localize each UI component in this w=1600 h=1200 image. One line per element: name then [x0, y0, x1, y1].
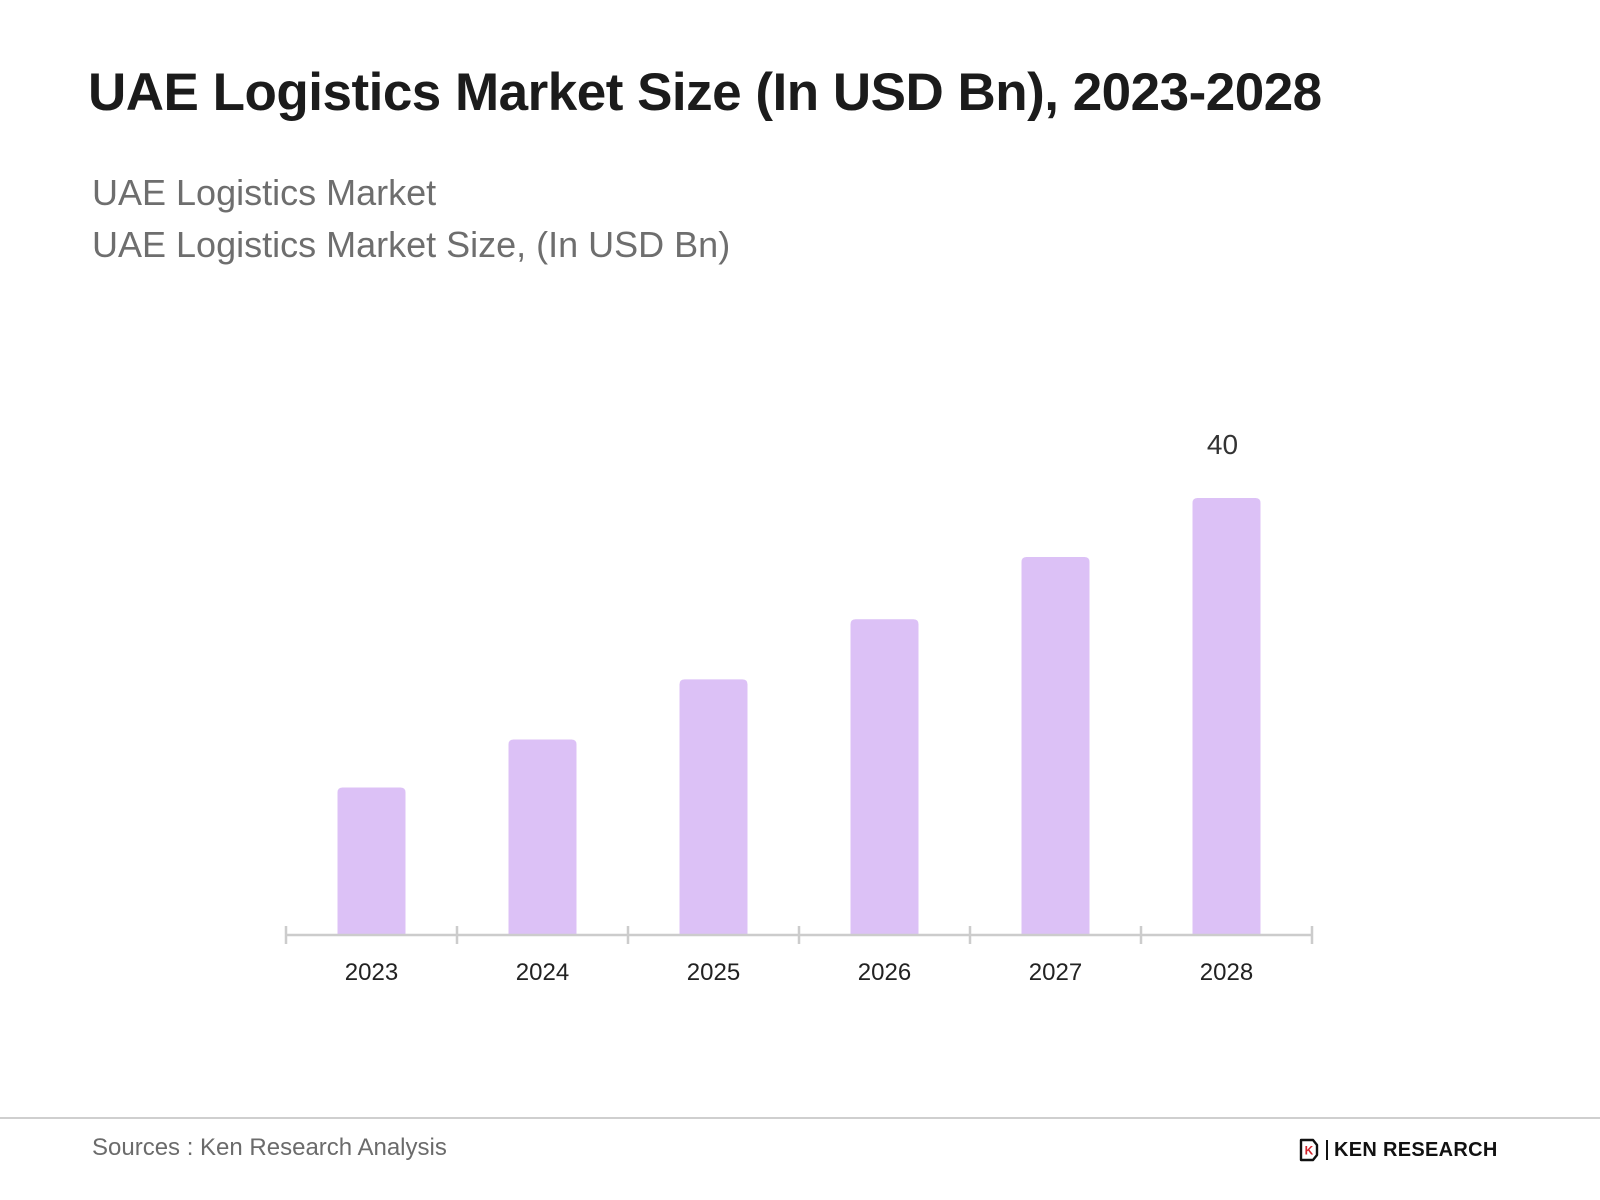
chart-subtitle-market: UAE Logistics Market: [92, 172, 437, 213]
chart-subtitle-unit: UAE Logistics Market Size, (In USD Bn): [92, 224, 731, 265]
svg-text:K: K: [1305, 1144, 1314, 1158]
ken-research-logo-icon: K: [1299, 1138, 1319, 1162]
data-label-2028: 40: [1207, 429, 1238, 460]
x-axis: [284, 926, 1314, 944]
footer-divider: [0, 1117, 1600, 1119]
bar-group: [337, 498, 1261, 935]
bar-2024: [508, 739, 577, 935]
bar-2026: [850, 619, 919, 935]
tick-label-2024: 2024: [516, 959, 569, 986]
tick-label-2026: 2026: [858, 959, 911, 986]
logo-text: KEN RESEARCH: [1334, 1138, 1498, 1161]
tick-label-2025: 2025: [687, 959, 740, 986]
source-note: Sources : Ken Research Analysis: [92, 1134, 447, 1161]
label-group: 2023 2024 2025 2026 2027 40 2028: [345, 429, 1253, 986]
chart-title: UAE Logistics Market Size (In USD Bn), 2…: [88, 63, 1322, 122]
bar-2025: [679, 679, 748, 935]
bar-2028: [1192, 498, 1261, 935]
ken-research-logo: K KEN RESEARCH: [1298, 1138, 1498, 1162]
bar-2023: [337, 787, 406, 935]
tick-label-2028: 2028: [1200, 959, 1253, 986]
tick-label-2027: 2027: [1029, 959, 1082, 986]
tick-label-2023: 2023: [345, 959, 398, 986]
bar-2027: [1021, 556, 1090, 935]
logo-separator: [1326, 1140, 1328, 1160]
